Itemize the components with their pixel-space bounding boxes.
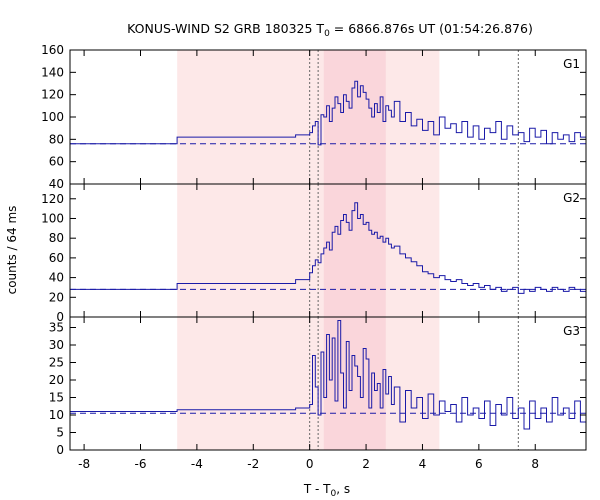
panel-g2: 0 20 40 60 80 100 120 G2	[41, 183, 587, 324]
y-tick-label: 60	[49, 251, 64, 265]
series-line-g1	[70, 80, 587, 146]
shaded-interval-2	[323, 317, 386, 450]
x-tick-label: -8	[78, 457, 90, 471]
y-tick-label: 30	[49, 338, 64, 352]
x-tick-label: 4	[419, 457, 427, 471]
y-tick-label: 160	[41, 43, 64, 57]
chart-title-subscript: 0	[324, 29, 330, 39]
y-tick-label: 20	[49, 373, 64, 387]
series-line-g2	[70, 202, 587, 294]
y-tick-label: 80	[49, 132, 64, 146]
x-tick-label: -2	[247, 457, 259, 471]
shaded-interval-2	[323, 50, 386, 184]
x-tick-label: 0	[306, 457, 314, 471]
y-tick-label: 5	[56, 426, 64, 440]
y-tick-label: 35	[49, 321, 64, 335]
x-axis-label-subscript: 0	[331, 489, 337, 499]
y-tick-label: 100	[41, 110, 64, 124]
y-tick-label: 0	[56, 310, 64, 324]
y-tick-label: 40	[49, 177, 64, 191]
x-axis-label-main: T - T	[303, 482, 331, 496]
panel-label: G1	[563, 57, 580, 71]
x-tick-label: 8	[531, 457, 539, 471]
y-tick-label: 80	[49, 231, 64, 245]
y-tick-label: 20	[49, 290, 64, 304]
y-axis-label: counts / 64 ms	[5, 206, 19, 295]
y-tick-label: 25	[49, 356, 64, 370]
panel-frame	[69, 316, 587, 451]
panel-g3: 0 5 10 15 20 25 30 35 G3	[49, 316, 587, 457]
y-tick-label: 15	[49, 391, 64, 405]
chart-title-rest: = 6866.876s UT (01:54:26.876)	[330, 21, 533, 36]
chart-title-main: KONUS-WIND S2 GRB 180325 T	[127, 21, 324, 36]
shaded-interval-1	[177, 317, 440, 450]
y-tick-label: 0	[56, 443, 64, 457]
shaded-interval-1	[177, 184, 440, 317]
y-tick-label: 120	[41, 192, 64, 206]
y-tick-label: 10	[49, 408, 64, 422]
x-axis-label-rest: , s	[336, 482, 350, 496]
x-tick-label: 6	[475, 457, 483, 471]
y-tick-label: 40	[49, 271, 64, 285]
x-axis-label: T - T0, s	[303, 482, 350, 499]
x-tick-label: 2	[362, 457, 370, 471]
series-line-g3	[70, 320, 587, 430]
y-tick-label: 100	[41, 211, 64, 225]
chart-title: KONUS-WIND S2 GRB 180325 T0 = 6866.876s …	[127, 21, 533, 39]
panel-g1: 40 60 80 100 120 140 160 G1	[41, 43, 587, 191]
y-tick-label: 60	[49, 155, 64, 169]
panel-label: G3	[563, 324, 580, 338]
panel-label: G2	[563, 191, 580, 205]
y-tick-label: 140	[41, 65, 64, 79]
y-tick-label: 120	[41, 88, 64, 102]
x-tick-label: -6	[135, 457, 147, 471]
x-tick-label: -4	[191, 457, 203, 471]
shaded-interval-1	[177, 50, 440, 184]
